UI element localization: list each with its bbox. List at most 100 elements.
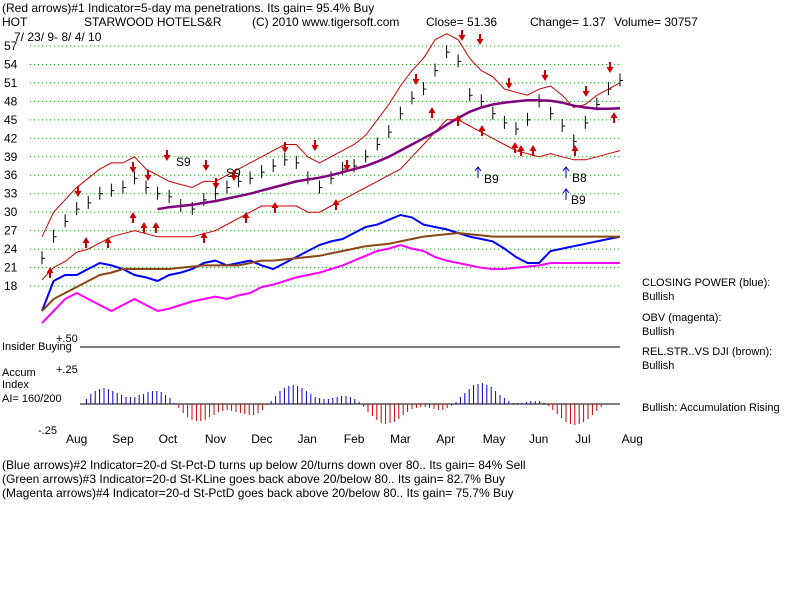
- obv-line: [41, 243, 620, 324]
- y-tick-label: 30: [4, 205, 18, 219]
- close-value: Close= 51.36: [426, 15, 498, 29]
- red-down-arrow-head: [202, 164, 210, 171]
- company-name: STARWOOD HOTELS&R: [84, 15, 222, 29]
- x-tick-label: Mar: [390, 432, 411, 446]
- obv-label: OBV (magenta):: [642, 312, 722, 324]
- footer-line-3: (Magenta arrows)#4 Indicator=20-d St-Pct…: [2, 486, 514, 500]
- red-up-arrow-head: [200, 232, 208, 239]
- y-tick-label: 18: [4, 279, 18, 293]
- red-down-arrow-head: [311, 144, 319, 151]
- moving-average-line: [157, 98, 621, 211]
- footer-line-1: (Blue arrows)#2 Indicator=20-d St-Pct-D …: [2, 458, 526, 472]
- x-tick-label: May: [483, 432, 506, 446]
- ai-label: AI= 160/200: [2, 393, 62, 405]
- footer-line-2: (Green arrows)#3 Indicator=20-d St-KLine…: [2, 472, 505, 486]
- x-tick-label: Oct: [159, 432, 178, 446]
- y-tick-label: 24: [4, 242, 18, 256]
- red-down-arrow-head: [606, 66, 614, 73]
- y-tick-label: 42: [4, 131, 18, 145]
- accum-label: Accum: [2, 367, 36, 379]
- red-up-arrow-head: [152, 222, 160, 229]
- upper-band-line: [41, 33, 621, 238]
- lower-band-line: [41, 119, 621, 281]
- relstr-status: Bullish: [642, 360, 675, 372]
- y-tick-label: 36: [4, 168, 18, 182]
- red-down-arrow-head: [343, 164, 351, 171]
- x-tick-label: Apr: [436, 432, 455, 446]
- red-down-arrow-head: [505, 82, 513, 89]
- x-tick-label: Jan: [298, 432, 317, 446]
- y-tick-label: 51: [4, 76, 18, 90]
- relstr-label: REL.STR..VS DJI (brown):: [642, 346, 773, 358]
- relstr-line: [41, 231, 620, 312]
- accum-status: Bullish: Accumulation Rising: [642, 402, 780, 414]
- red-up-arrow-head: [104, 237, 112, 244]
- plus25-label: +.25: [56, 364, 78, 376]
- red-up-arrow-head: [140, 222, 148, 229]
- red-up-arrow-head: [332, 199, 340, 206]
- x-tick-label: Feb: [344, 432, 365, 446]
- red-down-arrow-head: [230, 174, 238, 181]
- red-up-arrow-head: [478, 125, 486, 132]
- y-tick-label: 57: [4, 39, 18, 53]
- y-tick-label: 33: [4, 187, 18, 201]
- red-down-arrow-head: [212, 182, 220, 189]
- signal-label: B9: [484, 172, 499, 186]
- index-label: Index: [2, 379, 29, 391]
- red-down-arrow-head: [163, 154, 171, 161]
- red-up-arrow-head: [511, 142, 519, 149]
- red-up-arrow-head: [271, 202, 279, 209]
- red-up-arrow-head: [571, 145, 579, 152]
- x-tick-label: Nov: [205, 432, 226, 446]
- plus50-label: +.50: [56, 333, 78, 345]
- indicator-1-title: (Red arrows)#1 Indicator=5-day ma penetr…: [2, 1, 375, 15]
- red-up-arrow-head: [610, 112, 618, 119]
- red-down-arrow-head: [582, 90, 590, 97]
- red-up-arrow-head: [454, 115, 462, 122]
- red-down-arrow-head: [144, 174, 152, 181]
- red-up-arrow-head: [517, 145, 525, 152]
- red-up-arrow-head: [82, 237, 90, 244]
- obv-status: Bullish: [642, 326, 675, 338]
- red-down-arrow-head: [129, 166, 137, 173]
- x-tick-label: Jun: [529, 432, 548, 446]
- x-tick-label: Aug: [622, 432, 643, 446]
- red-up-arrow-head: [46, 267, 54, 274]
- red-down-arrow-head: [412, 78, 420, 85]
- red-down-arrow-head: [476, 38, 484, 45]
- blue-up-arrow-head: [562, 188, 570, 194]
- red-up-arrow-head: [428, 107, 436, 114]
- y-tick-label: 54: [4, 57, 18, 71]
- change-value: Change= 1.37: [530, 15, 606, 29]
- ticker: HOT: [2, 15, 28, 29]
- x-tick-label: Dec: [251, 432, 272, 446]
- volume-value: Volume= 30757: [614, 15, 698, 29]
- signal-label: S9: [176, 155, 191, 169]
- date-range: 7/ 23/ 9- 8/ 4/ 10: [14, 30, 102, 44]
- red-up-arrow-head: [529, 145, 537, 152]
- y-tick-label: 27: [4, 224, 18, 238]
- red-down-arrow-head: [541, 74, 549, 81]
- insider-buying-label: Insider Buying: [2, 341, 72, 353]
- copyright: (C) 2010 www.tigersoft.com: [252, 15, 400, 29]
- closing-power-label: CLOSING POWER (blue):: [642, 277, 771, 289]
- closing-power-status: Bullish: [642, 291, 675, 303]
- y-tick-label: 48: [4, 94, 18, 108]
- y-tick-label: 21: [4, 261, 18, 275]
- red-down-arrow-head: [281, 146, 289, 153]
- minus25-label: -.25: [38, 425, 57, 437]
- closing-power-line: [41, 213, 621, 312]
- y-tick-label: 45: [4, 113, 18, 127]
- red-down-arrow-head: [74, 190, 82, 197]
- red-up-arrow-head: [242, 212, 250, 219]
- x-tick-label: Aug: [66, 432, 87, 446]
- signal-label: B8: [572, 171, 587, 185]
- x-tick-label: Jul: [575, 432, 590, 446]
- y-tick-label: 39: [4, 150, 18, 164]
- signal-label: B9: [571, 193, 586, 207]
- red-up-arrow-head: [129, 212, 137, 219]
- red-down-arrow-head: [458, 34, 466, 41]
- blue-up-arrow-head: [474, 166, 482, 172]
- x-tick-label: Sep: [112, 432, 134, 446]
